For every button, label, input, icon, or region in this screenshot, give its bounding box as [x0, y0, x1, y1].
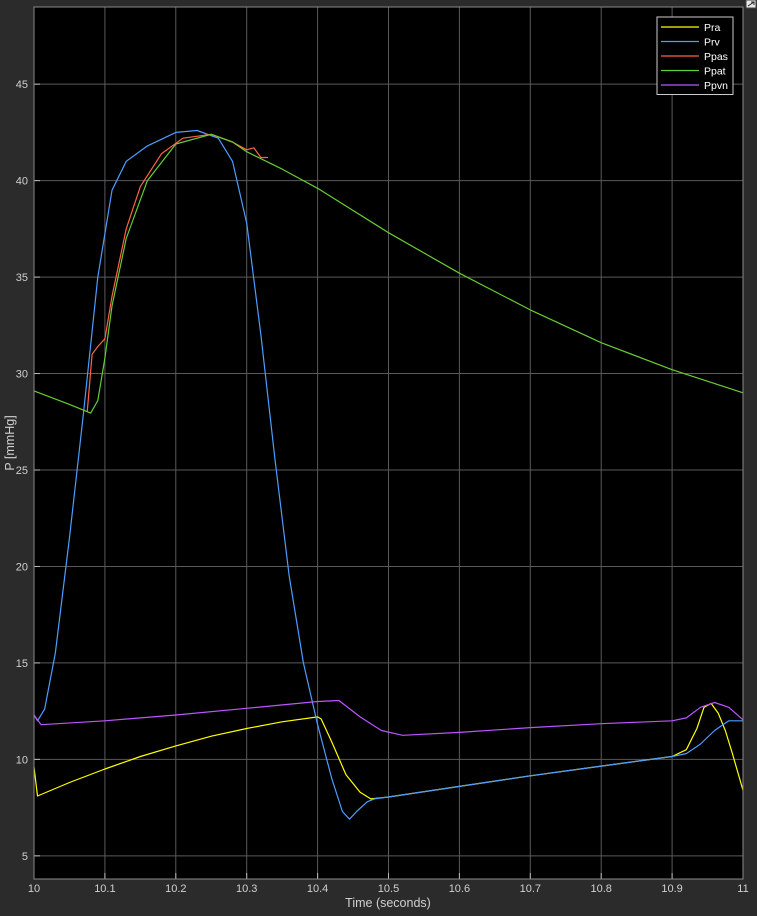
y-tick-label: 10	[16, 754, 28, 766]
y-axis-label: P [mmHg]	[3, 415, 17, 470]
x-tick-label: 10.4	[307, 883, 328, 895]
x-tick-label: 10.9	[661, 883, 682, 895]
y-tick-label: 35	[16, 272, 28, 284]
legend: Pra Prv Ppas Ppat Ppvn	[656, 16, 734, 95]
legend-label: Ppat	[704, 66, 726, 78]
y-tick-label: 20	[16, 561, 28, 573]
tick-labels: 10 10.1 10.2 10.3 10.4 10.5 10.6 10.7 10.8 10.9 11…	[16, 79, 749, 895]
x-tick-label: 10	[28, 883, 40, 895]
plot-border	[33, 6, 744, 880]
y-tick-label: 15	[16, 658, 28, 670]
x-tick-label: 11	[737, 883, 748, 895]
x-tick-label: 10.5	[378, 883, 399, 895]
x-tick-label: 10.2	[165, 883, 186, 895]
series-line-ppat	[33, 133, 744, 414]
legend-label: Ppvn	[704, 80, 728, 92]
y-tick-label: 30	[16, 369, 28, 381]
series-line-ppvn	[33, 699, 744, 736]
expand-icon[interactable]	[745, 0, 757, 9]
x-tick-label: 10.8	[590, 883, 611, 895]
y-tick-label: 40	[16, 176, 28, 188]
y-tick-label: 25	[16, 465, 28, 477]
x-tick-label: 10.3	[236, 883, 257, 895]
y-tick-label: 45	[16, 79, 28, 91]
series-line-prv	[33, 129, 743, 820]
y-tick-label: 5	[22, 851, 28, 863]
legend-label: Ppas	[704, 51, 728, 63]
series-lines	[33, 129, 744, 820]
series-line-ppas	[86, 133, 268, 413]
x-tick-label: 10.7	[520, 883, 541, 895]
legend-label: Prv	[704, 37, 721, 49]
x-axis-label: Time (seconds)	[345, 896, 431, 910]
legend-label: Pra	[704, 22, 721, 34]
x-tick-label: 10.1	[94, 883, 115, 895]
grid	[33, 7, 744, 879]
x-tick-label: 10.6	[449, 883, 470, 895]
